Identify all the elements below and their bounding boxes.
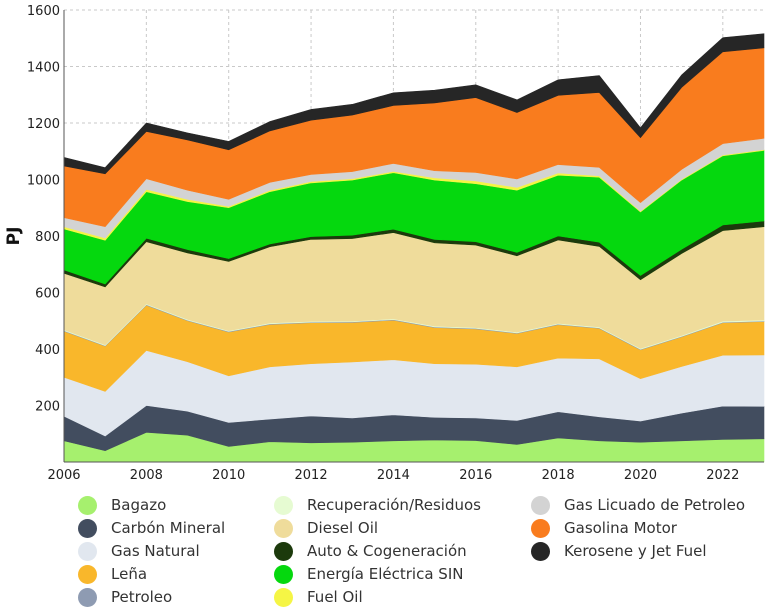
x-tick-label: 2014 [377,468,410,483]
x-tick-label: 2022 [706,468,739,483]
legend-swatch [274,587,293,607]
legend-label: Leña [111,565,148,583]
legend-label: Bagazo [111,496,167,514]
legend-item: Kerosene y Jet Fuel [531,540,707,562]
y-tick-label: 1200 [27,117,60,132]
legend-item: Diesel Oil [274,517,378,539]
legend-swatch [531,518,550,538]
legend-swatch [78,495,97,515]
legend-label: Carbón Mineral [111,519,226,537]
y-tick-label: 400 [35,343,60,358]
legend-swatch [274,518,293,538]
legend-item: Petroleo [78,586,172,608]
legend-item: Fuel Oil [274,586,363,608]
legend-swatch [78,541,97,561]
axes: 2006 2008 2010 2012 2014 2016 2018 2020 2022 200 4… [27,4,764,483]
x-tick-label: 2008 [130,468,163,483]
legend-label: Auto & Cogeneración [307,542,467,560]
legend-item: Energía Eléctrica SIN [274,563,463,585]
legend-label: Gasolina Motor [564,519,677,537]
x-tick-label: 2012 [295,468,328,483]
legend-label: Diesel Oil [307,519,379,537]
stacked-area-chart: 2006 2008 2010 2012 2014 2016 2018 2020 2022 200 4… [4,4,765,483]
x-tick-label: 2006 [47,468,80,483]
legend-label: Energía Eléctrica SIN [307,565,464,583]
legend-item: Gasolina Motor [531,517,677,539]
legend-item: Gas Licuado de Petroleo [531,494,745,516]
legend-label: Gas Natural [111,542,200,560]
y-tick-label: 800 [35,230,60,245]
x-tick-label: 2016 [459,468,492,483]
legend-swatch [78,587,97,607]
x-tick-label: 2020 [624,468,657,483]
x-tick-label: 2018 [542,468,575,483]
legend-item: Bagazo [78,494,166,516]
legend-item: Gas Natural [78,540,200,562]
legend-label: Petroleo [111,588,173,606]
y-axis-label: PJ [4,227,24,246]
legend: Bagazo Carbón Mineral Gas Natural Leña Petro… [0,494,768,612]
legend-item: Leña [78,563,147,585]
y-tick-label: 1000 [27,174,60,189]
legend-swatch [274,495,293,515]
legend-swatch [531,541,550,561]
legend-item: Auto & Cogeneración [274,540,467,562]
legend-label: Kerosene y Jet Fuel [564,542,707,560]
legend-item: Recuperación/Residuos [274,494,481,516]
legend-label: Recuperación/Residuos [307,496,481,514]
y-tick-label: 1400 [27,61,60,76]
area-series [63,33,765,463]
legend-swatch [531,495,550,515]
y-tick-label: 600 [35,287,60,302]
legend-swatch [78,518,97,538]
legend-swatch [274,564,293,584]
legend-item: Carbón Mineral [78,517,225,539]
legend-swatch [274,541,293,561]
area-kerosene-y-jet-fuel [63,33,765,175]
y-tick-label: 1600 [27,4,60,19]
y-tick-label: 200 [35,400,60,415]
legend-swatch [78,564,97,584]
legend-label: Fuel Oil [307,588,363,606]
legend-label: Gas Licuado de Petroleo [564,496,746,514]
x-tick-label: 2010 [212,468,245,483]
